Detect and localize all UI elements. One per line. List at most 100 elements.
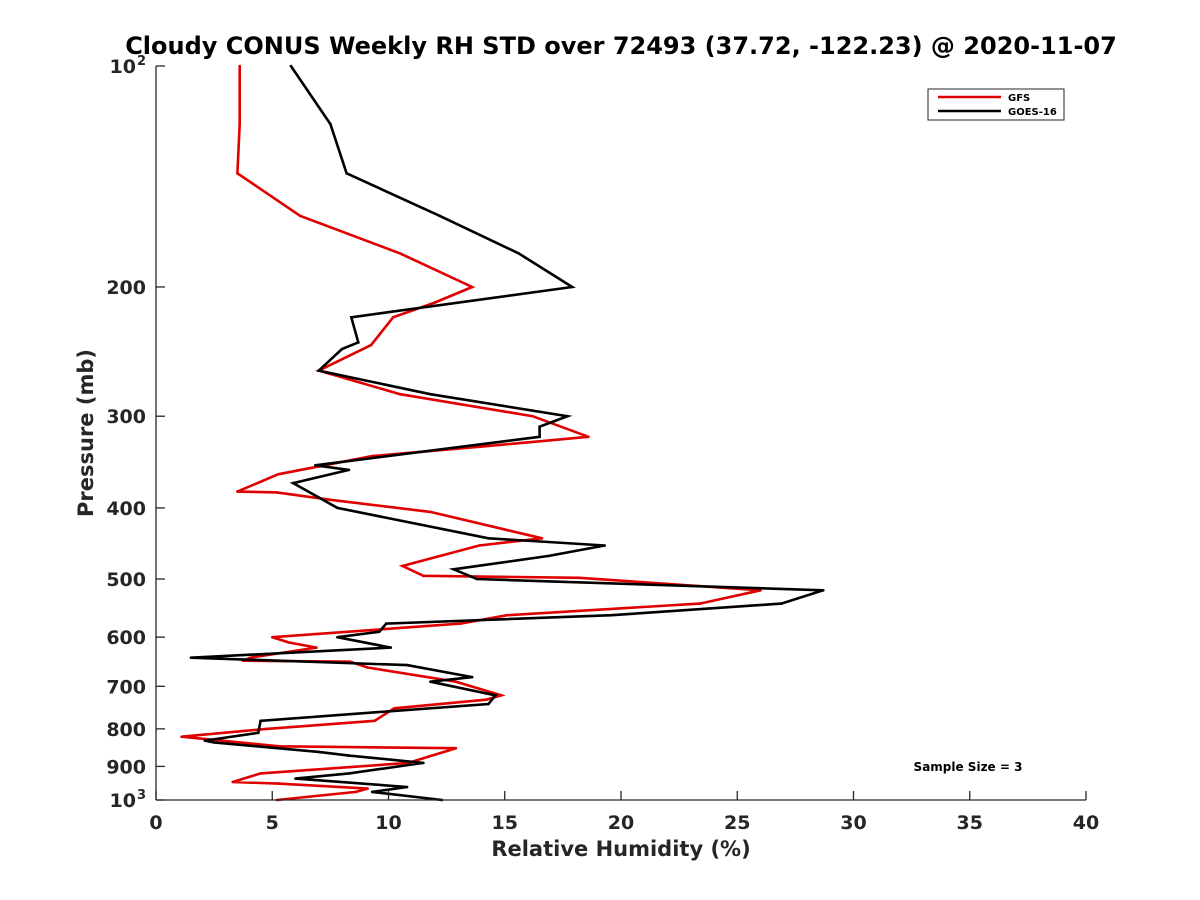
- chart-title: Cloudy CONUS Weekly RH STD over 72493 (3…: [125, 32, 1117, 60]
- x-tick-label: 20: [608, 812, 634, 834]
- data-point-goes16: [189, 656, 193, 659]
- data-point-goes16: [257, 731, 260, 735]
- data-point-goes16: [336, 635, 339, 639]
- x-ticks: 0 5 10 15 20 25 30 35 40: [149, 791, 1099, 834]
- data-point-goes16: [452, 568, 455, 571]
- data-point-gfs: [180, 735, 183, 738]
- data-point-gfs: [315, 646, 318, 649]
- data-point-goes16: [566, 414, 569, 418]
- data-point-goes16: [547, 554, 551, 558]
- data-point-goes16: [317, 750, 321, 754]
- data-point-gfs: [484, 698, 488, 701]
- series-line-goes16: [190, 65, 824, 802]
- data-point-goes16: [494, 694, 497, 697]
- data-point-gfs: [587, 435, 590, 439]
- data-point-gfs: [480, 445, 483, 448]
- y-axis-label: Pressure (mb): [74, 349, 98, 517]
- data-point-gfs: [398, 252, 402, 255]
- data-point-gfs: [354, 790, 358, 794]
- data-point-gfs: [759, 589, 762, 592]
- data-point-gfs: [422, 574, 425, 578]
- data-point-goes16: [377, 630, 381, 634]
- y-tick-label: 300: [106, 406, 146, 428]
- data-point-goes16: [350, 316, 353, 319]
- legend: GFS GOES-16: [927, 88, 1065, 121]
- data-point-goes16: [422, 761, 425, 765]
- x-tick-label: 40: [1073, 812, 1099, 834]
- data-point-gfs: [470, 285, 474, 289]
- data-point-goes16: [470, 675, 474, 679]
- data-point-gfs: [500, 694, 503, 697]
- data-point-goes16: [294, 777, 297, 780]
- data-point-gfs: [265, 727, 268, 731]
- x-tick-label: 35: [957, 812, 983, 834]
- data-point-goes16: [603, 544, 606, 547]
- legend-label-gfs: GFS: [1008, 93, 1030, 104]
- data-point-gfs: [531, 414, 534, 418]
- data-point-goes16: [487, 537, 490, 540]
- x-tick-label: 0: [149, 812, 162, 834]
- data-point-goes16: [570, 285, 574, 289]
- data-point-gfs: [398, 392, 402, 396]
- data-point-gfs: [477, 544, 481, 547]
- legend-box: [927, 88, 1065, 121]
- data-point-gfs: [329, 498, 332, 502]
- data-point-goes16: [347, 772, 351, 775]
- data-point-gfs: [277, 745, 281, 748]
- y-tick-label: 600: [106, 627, 146, 649]
- data-point-gfs: [275, 491, 279, 494]
- data-point-goes16: [203, 739, 207, 742]
- data-point-goes16: [405, 663, 409, 667]
- data-point-goes16: [347, 468, 351, 472]
- y-tick-label: 700: [106, 676, 146, 698]
- data-point-goes16: [336, 506, 339, 510]
- x-tick-label: 25: [724, 812, 750, 834]
- legend-label-goes16: GOES-16: [1008, 107, 1057, 118]
- data-point-gfs: [366, 666, 369, 669]
- y-tick-label: 500: [106, 569, 146, 591]
- data-point-gfs: [698, 602, 702, 605]
- data-point-goes16: [289, 64, 293, 68]
- data-point-goes16: [487, 702, 490, 706]
- y-tick-label-exponent: 2: [137, 54, 146, 69]
- y-tick-label: 900: [106, 756, 146, 778]
- data-point-gfs: [429, 510, 432, 514]
- data-point-goes16: [405, 785, 409, 789]
- data-point-gfs: [298, 214, 302, 218]
- y-tick-label: 800: [106, 719, 146, 741]
- data-point-gfs: [433, 301, 437, 304]
- data-point-gfs: [401, 564, 404, 568]
- data-point-gfs: [454, 746, 458, 750]
- sample-size-annotation: Sample Size = 3: [914, 760, 1023, 774]
- data-point-gfs: [391, 316, 395, 319]
- data-point-goes16: [329, 122, 332, 126]
- data-point-goes16: [438, 214, 441, 218]
- y-tick-label-exponent: 3: [137, 788, 146, 803]
- data-point-goes16: [357, 341, 360, 344]
- data-point-gfs: [540, 537, 544, 540]
- data-point-gfs: [248, 656, 252, 659]
- data-point-gfs: [577, 576, 581, 580]
- data-point-goes16: [340, 347, 344, 351]
- x-tick-label: 10: [375, 812, 401, 834]
- data-point-gfs: [238, 64, 241, 68]
- data-point-goes16: [610, 613, 613, 617]
- data-point-gfs: [459, 622, 462, 625]
- data-point-goes16: [317, 369, 321, 372]
- data-point-gfs: [505, 613, 509, 617]
- data-point-goes16: [384, 622, 388, 625]
- data-point-goes16: [370, 790, 374, 794]
- data-point-gfs: [236, 172, 239, 175]
- x-axis-label: Relative Humidity (%): [491, 837, 750, 861]
- data-point-gfs: [287, 641, 290, 644]
- data-point-gfs: [276, 473, 280, 476]
- y-tick-label: 400: [106, 498, 146, 520]
- data-point-gfs: [369, 343, 373, 347]
- data-point-goes16: [475, 577, 479, 581]
- data-point-goes16: [345, 172, 348, 175]
- data-point-goes16: [538, 425, 541, 429]
- series-line-gfs: [181, 66, 761, 802]
- x-tick-label: 30: [840, 812, 866, 834]
- data-point-goes16: [314, 464, 317, 467]
